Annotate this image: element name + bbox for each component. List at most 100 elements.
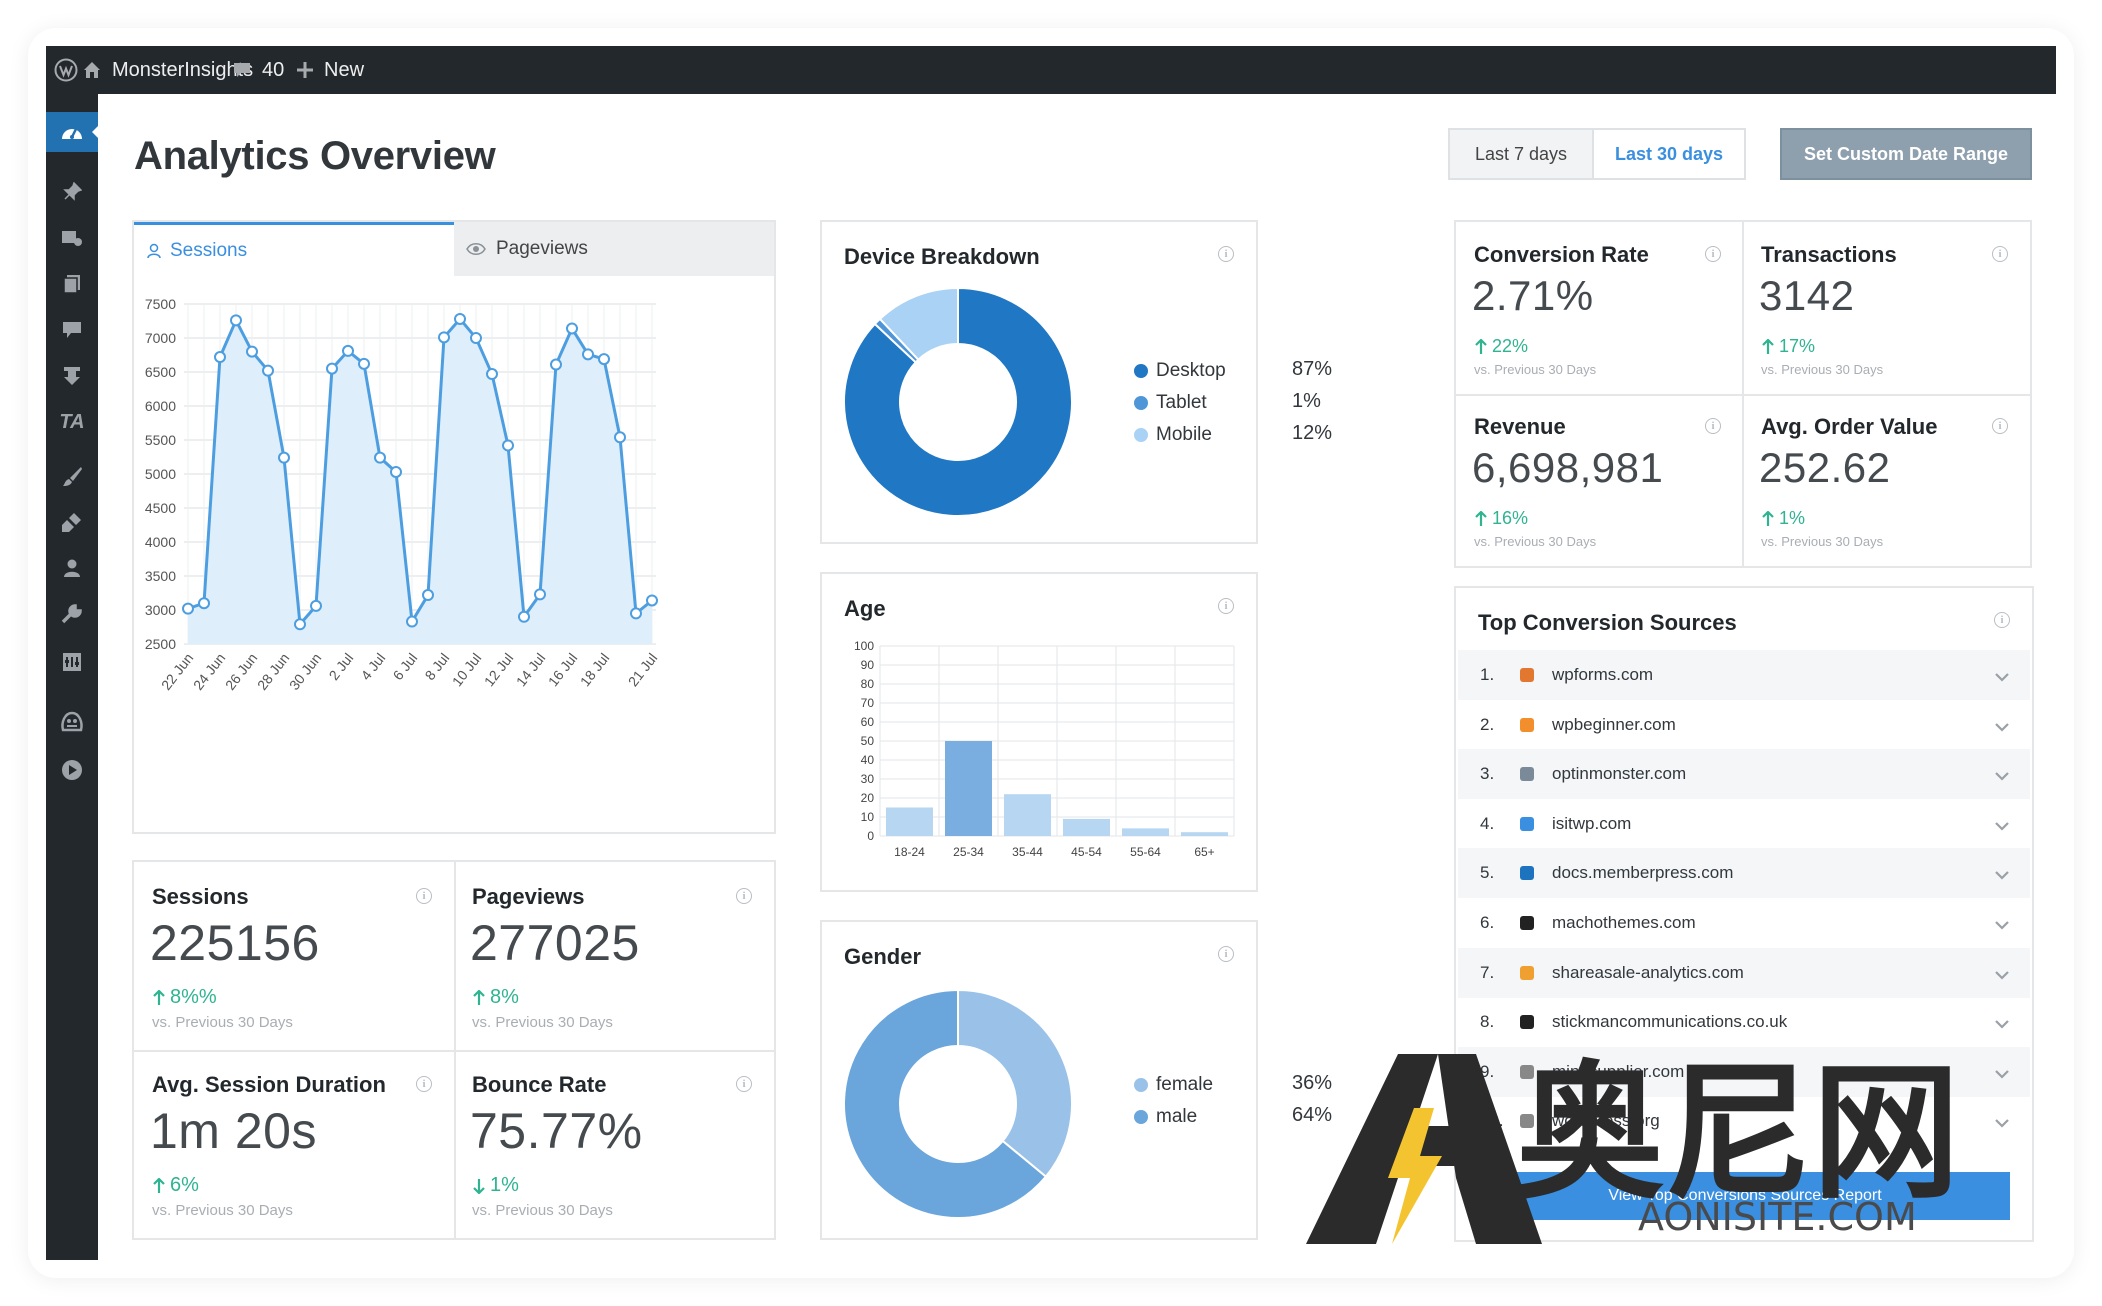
sessions-point[interactable] — [614, 431, 626, 444]
age-bar-65+[interactable] — [1181, 832, 1228, 836]
source-row[interactable]: 3. optinmonster.com — [1458, 749, 2030, 800]
info-icon[interactable]: i — [1705, 246, 1721, 262]
chevron-down-icon[interactable] — [1994, 717, 2010, 737]
source-domain[interactable]: wpbeginner.com — [1552, 714, 1676, 734]
sessions-point[interactable] — [278, 451, 290, 464]
tab-sessions[interactable]: Sessions — [134, 222, 454, 276]
comments-link[interactable]: 40 — [232, 46, 284, 94]
sessions-point[interactable] — [534, 588, 546, 601]
source-domain[interactable]: docs.memberpress.com — [1552, 863, 1734, 883]
sessions-point[interactable] — [214, 351, 226, 364]
sessions-point[interactable] — [374, 451, 386, 464]
menu-users[interactable] — [46, 548, 98, 588]
menu-dashboard[interactable] — [46, 112, 99, 152]
sessions-point[interactable] — [326, 362, 338, 375]
wordpress-logo-icon[interactable] — [54, 46, 78, 94]
source-row[interactable]: 2. wpbeginner.com — [1458, 700, 2030, 750]
view-report-button[interactable]: View Top Conversions Sources Report — [1480, 1172, 2010, 1220]
sessions-point[interactable] — [406, 615, 418, 628]
sessions-point[interactable] — [582, 348, 594, 361]
sessions-point[interactable] — [566, 322, 578, 335]
source-domain[interactable]: wpforms.com — [1552, 665, 1654, 684]
source-domain[interactable]: mindsupplier.com — [1552, 1061, 1685, 1081]
source-row[interactable]: 6. machothemes.com — [1458, 898, 2030, 948]
sessions-point[interactable] — [294, 618, 306, 631]
sessions-point[interactable] — [518, 610, 530, 623]
chevron-down-icon[interactable] — [1994, 965, 2010, 985]
sessions-point[interactable] — [646, 594, 658, 607]
sessions-point[interactable] — [262, 364, 274, 377]
source-domain[interactable]: wordpress.org — [1552, 1111, 1660, 1131]
last-7-days-button[interactable]: Last 7 days — [1450, 130, 1594, 178]
sessions-point[interactable] — [230, 314, 242, 327]
sessions-point[interactable] — [182, 602, 194, 615]
source-domain[interactable]: isitwp.com — [1552, 813, 1632, 833]
age-bar-25-34[interactable] — [945, 741, 992, 836]
sessions-point[interactable] — [422, 589, 434, 602]
sessions-point[interactable] — [198, 597, 210, 610]
tab-pageviews[interactable]: Pageviews — [454, 222, 774, 276]
menu-plugins[interactable] — [46, 502, 98, 542]
info-icon[interactable]: i — [1994, 612, 2010, 628]
source-domain[interactable]: shareasale-analytics.com — [1552, 962, 1744, 982]
chevron-down-icon[interactable] — [1994, 1113, 2010, 1133]
chevron-down-icon[interactable] — [1994, 915, 2010, 935]
menu-monsterinsights[interactable] — [46, 702, 98, 742]
donut-slice-female[interactable] — [957, 988, 1073, 1179]
info-icon[interactable]: i — [736, 888, 752, 904]
info-icon[interactable]: i — [1218, 946, 1234, 962]
info-icon[interactable]: i — [416, 1076, 432, 1092]
source-domain[interactable]: optinmonster.com — [1552, 764, 1687, 784]
last-30-days-button[interactable]: Last 30 days — [1594, 130, 1744, 178]
source-domain[interactable]: stickmancommunications.co.uk — [1552, 1012, 1788, 1032]
info-icon[interactable]: i — [736, 1076, 752, 1092]
age-bar-45-54[interactable] — [1063, 818, 1110, 836]
source-domain[interactable]: machothemes.com — [1552, 913, 1696, 932]
donut-slice-male[interactable] — [843, 988, 1048, 1219]
chevron-down-icon[interactable] — [1994, 816, 2010, 836]
menu-pages[interactable] — [46, 264, 98, 304]
age-bar-55-64[interactable] — [1122, 828, 1169, 836]
sessions-point[interactable] — [550, 358, 562, 371]
info-icon[interactable]: i — [1705, 418, 1721, 434]
source-row[interactable]: 7. shareasale-analytics.com — [1458, 947, 2030, 998]
sessions-point[interactable] — [454, 312, 466, 325]
sessions-point[interactable] — [630, 607, 642, 620]
sessions-point[interactable] — [246, 345, 258, 358]
custom-date-range-button[interactable]: Set Custom Date Range — [1780, 128, 2032, 180]
source-row[interactable]: 9. mindsupplier.com — [1458, 1046, 2030, 1097]
source-row[interactable]: 8. stickmancommunications.co.uk — [1458, 997, 2030, 1047]
sessions-point[interactable] — [598, 353, 610, 366]
source-row[interactable]: 4. isitwp.com — [1458, 799, 2030, 849]
sessions-point[interactable] — [342, 344, 354, 357]
sessions-point[interactable] — [438, 331, 450, 344]
age-bar-35-44[interactable] — [1004, 794, 1051, 836]
menu-appearance[interactable] — [46, 456, 98, 496]
sessions-point[interactable] — [390, 465, 402, 478]
sessions-point[interactable] — [358, 357, 370, 370]
chevron-down-icon[interactable] — [1994, 667, 2010, 687]
chevron-down-icon[interactable] — [1994, 865, 2010, 885]
info-icon[interactable]: i — [1218, 246, 1234, 262]
info-icon[interactable]: i — [1992, 418, 2008, 434]
sessions-point[interactable] — [502, 439, 514, 452]
source-row[interactable]: 5. docs.memberpress.com — [1458, 848, 2030, 899]
sessions-point[interactable] — [486, 368, 498, 381]
donut-slice-mobile[interactable] — [878, 286, 959, 362]
source-row[interactable]: 1. wpforms.com — [1458, 650, 2030, 700]
menu-posts[interactable] — [46, 172, 98, 212]
chevron-down-icon[interactable] — [1994, 1014, 2010, 1034]
sessions-point[interactable] — [310, 599, 322, 612]
chevron-down-icon[interactable] — [1994, 1064, 2010, 1084]
info-icon[interactable]: i — [1218, 598, 1234, 614]
age-bar-18-24[interactable] — [886, 807, 933, 837]
info-icon[interactable]: i — [416, 888, 432, 904]
new-content-link[interactable]: New — [296, 46, 364, 94]
menu-tools[interactable] — [46, 594, 98, 634]
menu-comments[interactable] — [46, 310, 98, 350]
menu-thirstyaffiliates[interactable]: TA — [46, 402, 98, 442]
sessions-point[interactable] — [470, 332, 482, 344]
donut-slice-desktop[interactable] — [843, 286, 1073, 517]
info-icon[interactable]: i — [1992, 246, 2008, 262]
menu-media[interactable] — [46, 218, 98, 258]
